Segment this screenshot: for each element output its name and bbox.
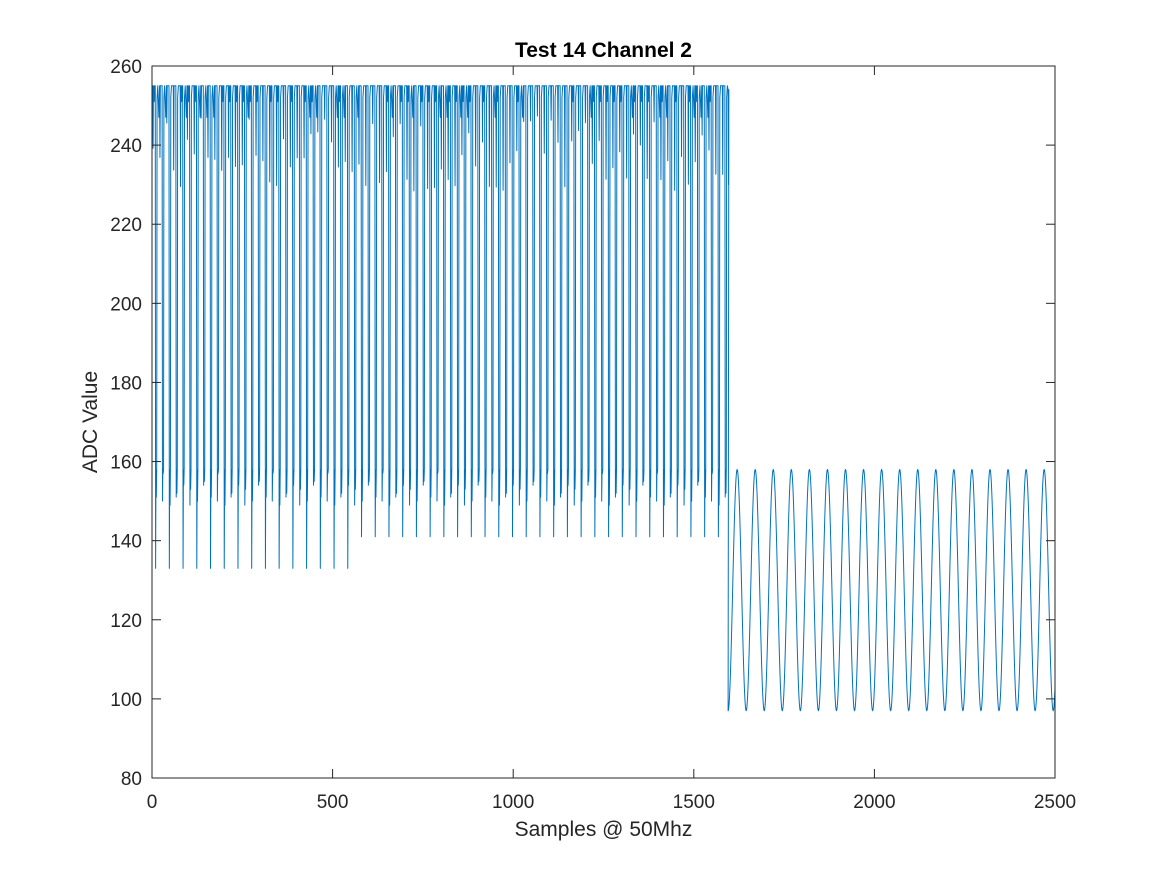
x-tick-label: 1500 [673,792,715,813]
x-tick-label: 2000 [853,792,895,813]
y-tick-label: 100 [110,690,142,711]
y-tick-label: 140 [110,532,142,553]
x-axis-label: Samples @ 50Mhz [515,818,693,841]
x-tick-label: 2500 [1034,792,1076,813]
y-tick-label: 80 [121,769,142,790]
chart-title: Test 14 Channel 2 [515,39,692,62]
y-tick-label: 160 [110,453,142,474]
y-tick-label: 240 [110,136,142,157]
y-tick-label: 120 [110,611,142,632]
y-axis-ticks: 80 100 120 140 160 180 200 220 240 260 [110,57,1055,790]
y-tick-label: 220 [110,215,142,236]
x-axis-ticks: 0 500 1000 1500 2000 2500 [147,66,1076,813]
x-tick-label: 0 [147,792,158,813]
x-tick-label: 1000 [492,792,534,813]
series-line [152,85,1056,712]
y-tick-label: 180 [110,373,142,394]
y-tick-label: 260 [110,57,142,78]
y-axis-label: ADC Value [79,371,102,473]
y-tick-label: 200 [110,294,142,315]
x-tick-label: 500 [317,792,349,813]
series-layer [152,85,1056,712]
axes-box [151,65,1056,779]
